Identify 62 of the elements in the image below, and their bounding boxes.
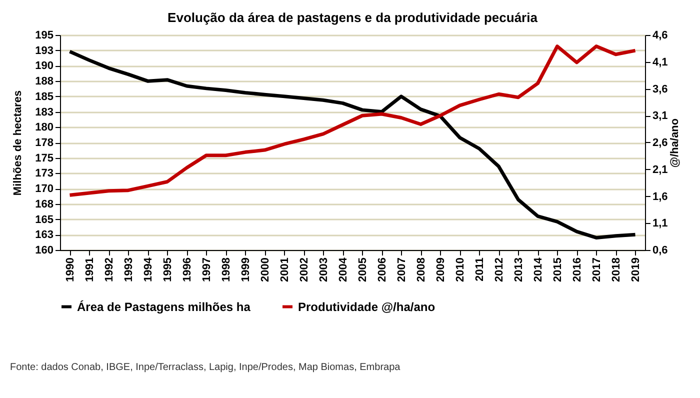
y2-tick-label: 4,6 <box>652 30 668 42</box>
x-tick-label: 2018 <box>610 258 622 282</box>
x-tick-label: 2011 <box>474 258 486 282</box>
y2-axis-title: @/ha/ano <box>668 118 681 168</box>
x-tick-label: 1995 <box>162 258 174 282</box>
x-tick-label: 2004 <box>337 256 350 282</box>
x-tick-label: 2009 <box>434 258 447 282</box>
x-tick-label: 2005 <box>356 258 369 282</box>
y-tick-label: 175 <box>35 152 54 164</box>
y-tick-label: 180 <box>35 122 54 134</box>
y2-tick-label: 1,6 <box>652 190 668 203</box>
x-tick-label: 1992 <box>103 258 116 282</box>
y-tick-label: 168 <box>35 198 54 210</box>
y2-tick-label: 4,1 <box>652 56 668 68</box>
x-tick-label: 1998 <box>220 258 232 282</box>
y2-tick-label: 0,6 <box>652 244 668 256</box>
x-tick-label: 2002 <box>298 258 310 282</box>
y-tick-label: 183 <box>35 106 54 118</box>
y2-tick-label: 1,1 <box>652 218 668 230</box>
x-tick-label: 2003 <box>318 258 330 282</box>
y-tick-label: 165 <box>35 214 54 226</box>
x-tick-label: 2014 <box>532 256 544 282</box>
y-tick-label: 160 <box>35 244 54 256</box>
y-tick-label: 193 <box>35 44 54 57</box>
x-tick-label: 2000 <box>259 258 272 282</box>
line-series <box>68 50 637 240</box>
line-series <box>68 44 637 197</box>
x-tick-label: 2012 <box>493 258 506 282</box>
y2-tick-label: 3,1 <box>652 110 668 122</box>
chart-title: Evolução da área de pastagens e da produtividade pecuária <box>168 10 538 25</box>
x-tick-label: 2013 <box>512 258 525 282</box>
source-note: Fonte: dados Conab, IBGE, Inpe/Terraclass, Lapig, Inpe/Prodes, Map Biomas, Embrapa <box>10 362 401 373</box>
x-tick-label: 2007 <box>396 258 408 282</box>
x-tick-label: 1993 <box>122 258 135 282</box>
y-tick-label: 178 <box>35 137 54 149</box>
x-tick-label: 2019 <box>630 258 642 282</box>
x-tick-label: 2008 <box>415 258 428 282</box>
y2-tick-label: 2,6 <box>652 137 668 149</box>
x-tick-label: 1996 <box>181 258 194 282</box>
x-tick-label: 2010 <box>454 258 466 282</box>
y-tick-label: 173 <box>35 168 54 180</box>
x-tick-label: 1990 <box>64 258 76 282</box>
x-tick-label: 2017 <box>590 258 603 282</box>
y-tick-label: 188 <box>35 76 54 88</box>
y-tick-label: 190 <box>35 60 54 72</box>
legend-label: Área de Pastagens milhões ha <box>77 300 251 314</box>
x-tick-label: 1994 <box>142 256 154 282</box>
y-axis-title: Milhões de hectares <box>12 90 24 196</box>
x-tick-label: 2001 <box>278 258 291 282</box>
y-tick-label: 195 <box>35 30 54 42</box>
y-tick-label: 185 <box>35 90 54 103</box>
x-tick-label: 1997 <box>200 258 213 282</box>
y2-tick-label: 2,1 <box>652 164 668 176</box>
y-tick-label: 163 <box>35 229 54 242</box>
x-tick-label: 2016 <box>571 258 584 282</box>
y-tick-label: 170 <box>35 183 54 196</box>
x-tick-label: 2015 <box>552 258 564 282</box>
x-tick-label: 2006 <box>376 258 388 282</box>
x-tick-label: 1991 <box>84 258 96 282</box>
legend-label: Produtividade @/ha/ano <box>298 300 436 314</box>
y2-tick-label: 3,6 <box>652 83 668 96</box>
x-tick-label: 1999 <box>240 258 252 282</box>
